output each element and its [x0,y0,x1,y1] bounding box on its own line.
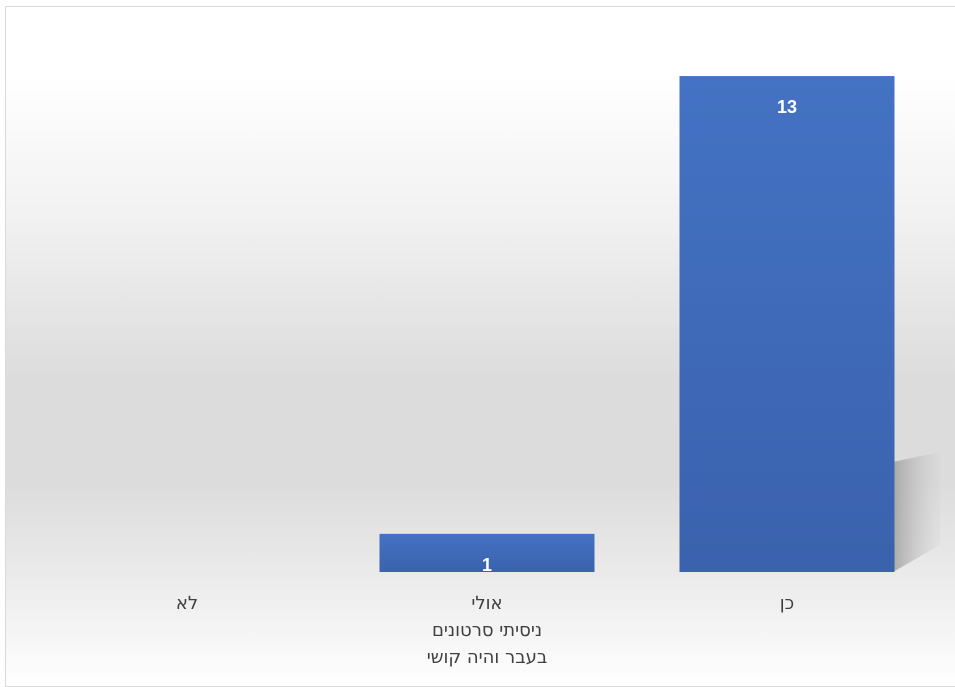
data-label-0: 13 [777,97,797,117]
category-label-2-line-0: לא [176,593,198,614]
bar-0 [679,76,895,573]
category-label-1-line-2: בעבר והיה קושי [427,647,548,668]
bar-1 [379,533,595,572]
bars-layer: 13 1 [379,76,940,575]
bar-shadow [893,452,940,572]
data-label-1: 1 [482,555,492,575]
category-label-0-line-0: כן [780,593,794,614]
category-label-1-line-0: אולי [471,593,502,614]
category-label-1-line-1: ניסיתי סרטונים [432,620,542,641]
category-labels-layer: כן אולי ניסיתי סרטונים בעבר והיה קושי לא [176,593,794,668]
